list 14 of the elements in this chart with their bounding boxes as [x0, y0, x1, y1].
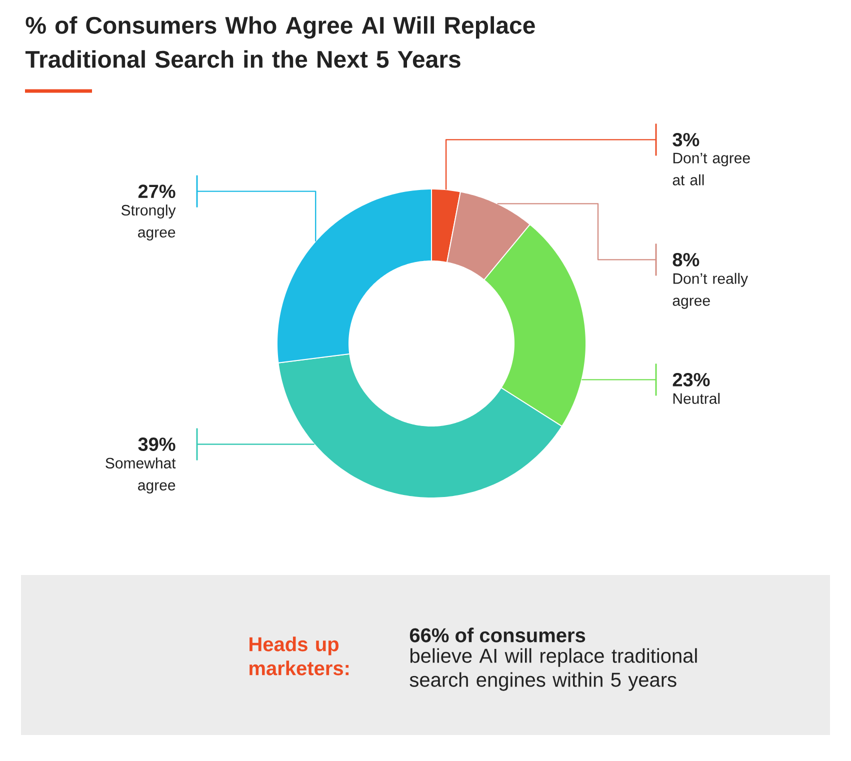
slice-label: Don’t really agree — [672, 272, 748, 309]
data-label: 23% — [672, 372, 710, 386]
slice-label: Somewhat agree — [106, 457, 176, 494]
slice-label: Don’t agree at all — [672, 152, 750, 186]
slice-label: Neutral — [673, 392, 720, 404]
text: believe AI will replace traditional search engines within 5 years — [410, 648, 697, 691]
text: Heads up marketers: — [250, 636, 349, 676]
slice-label: Strongly agree — [121, 204, 176, 240]
data-label: 8% — [672, 252, 700, 266]
text: 66% of consumers — [410, 628, 586, 642]
data-label: 39% — [138, 438, 176, 452]
chart-title: % of Consumers Who Agree AI Will Replace Traditional Search in the Next 5 Years — [25, 16, 535, 68]
data-label: 3% — [672, 132, 700, 146]
data-label: 27% — [138, 184, 176, 198]
